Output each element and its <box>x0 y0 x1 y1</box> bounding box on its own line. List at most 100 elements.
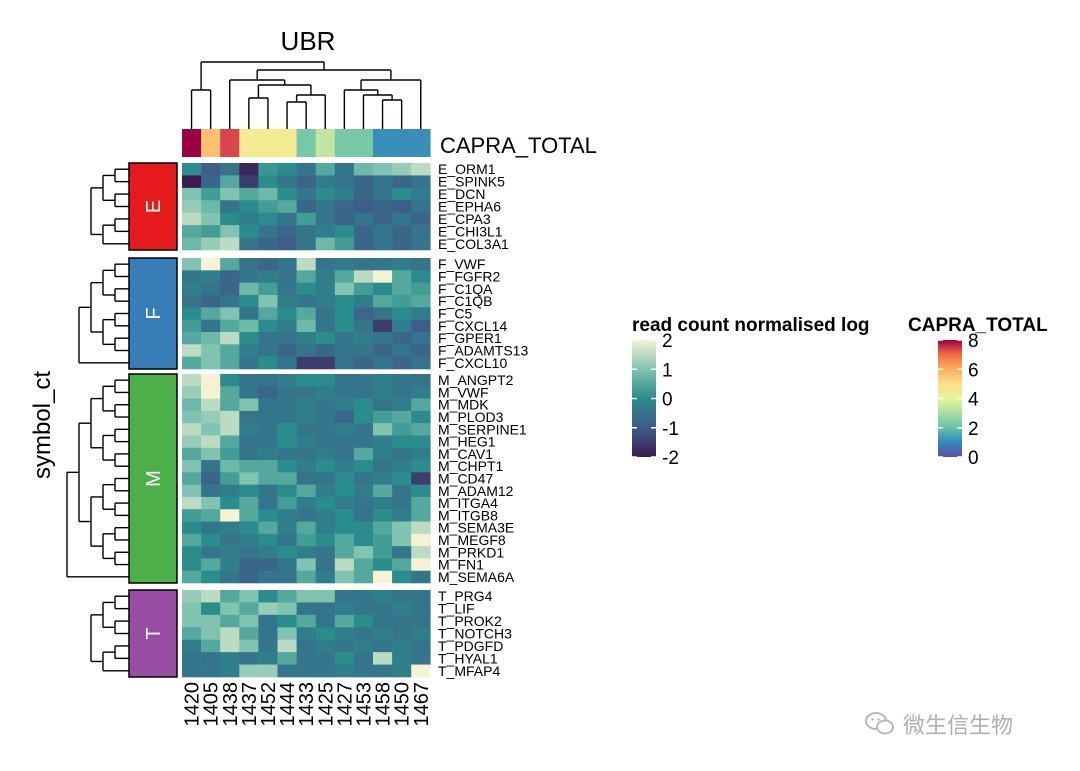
heat-cell <box>411 472 431 485</box>
group-block <box>128 589 178 678</box>
heat-cell <box>258 319 278 333</box>
heat-cell <box>220 664 240 678</box>
heat-cell <box>353 484 374 498</box>
heat-cell <box>182 614 202 628</box>
heat-cell <box>411 602 431 616</box>
heat-cell <box>373 258 393 271</box>
heat-cell <box>182 398 202 412</box>
heat-cell <box>353 332 374 345</box>
heat-cell <box>182 627 202 641</box>
heat-cell <box>411 212 431 226</box>
heat-cell <box>182 558 202 572</box>
heat-cell <box>277 533 297 547</box>
heat-cell <box>315 212 336 226</box>
heat-cell <box>315 627 336 641</box>
heat-cell <box>258 533 278 547</box>
heat-cell <box>392 570 412 584</box>
heat-cell <box>296 423 316 436</box>
heat-cell <box>315 386 336 399</box>
heat-cell <box>296 447 316 461</box>
heat-cell <box>296 237 316 251</box>
row-label: E_CHI3L1 <box>438 223 503 239</box>
heat-cell <box>353 163 374 176</box>
heat-cell <box>220 163 240 176</box>
heat-cell <box>392 258 412 271</box>
heat-cell <box>373 558 393 572</box>
heat-cell <box>411 521 431 535</box>
heat-cell <box>334 533 355 547</box>
row-dendrogram <box>66 168 129 672</box>
heat-cell <box>411 664 431 678</box>
heat-cell <box>373 652 393 665</box>
heat-cell <box>334 460 355 473</box>
row-label: E_COL3A1 <box>438 236 509 252</box>
heat-cell <box>392 521 412 535</box>
heat-cell <box>201 590 221 603</box>
heat-cell <box>315 237 336 251</box>
heat-cell <box>353 639 374 653</box>
heat-cell <box>296 200 316 214</box>
heat-cell <box>277 509 297 522</box>
heat-cell <box>315 332 336 345</box>
heat-cell <box>239 484 259 498</box>
heat-cell <box>277 344 297 357</box>
heat-cell <box>296 270 316 283</box>
heat-cell <box>392 509 412 522</box>
heat-cell <box>201 423 221 436</box>
capra-cell <box>392 129 412 157</box>
heat-cell <box>315 423 336 436</box>
heat-cell <box>411 533 431 547</box>
heat-cell <box>315 558 336 572</box>
heat-cell <box>334 602 355 616</box>
heat-cell <box>239 602 259 616</box>
row-label: T_PDGFD <box>438 638 503 654</box>
heat-cell <box>373 627 393 641</box>
row-label: F_C1QA <box>438 281 493 297</box>
row-label: F_CXCL14 <box>438 318 507 334</box>
heat-cell <box>373 484 393 498</box>
heat-cell <box>296 386 316 399</box>
heat-cell <box>182 423 202 436</box>
heat-cell <box>239 187 259 201</box>
wechat-icon <box>865 712 894 735</box>
heat-cell <box>220 602 240 616</box>
heat-cell <box>258 590 278 603</box>
heat-cell <box>411 484 431 498</box>
heat-cell <box>182 356 202 370</box>
heat-cell <box>239 398 259 412</box>
heat-cell <box>296 546 316 559</box>
heat-cell <box>201 374 221 387</box>
heat-cell <box>201 447 221 461</box>
heat-cell <box>334 374 355 387</box>
heat-cell <box>392 225 412 238</box>
column-dendrogram <box>190 61 422 129</box>
heat-cell <box>239 175 259 189</box>
heat-cell <box>239 200 259 214</box>
heat-cell <box>392 163 412 176</box>
heat-cell <box>220 270 240 283</box>
heat-cell <box>258 509 278 522</box>
heat-cell <box>296 570 316 584</box>
heat-cell <box>373 175 393 189</box>
heat-cell <box>201 200 221 214</box>
heat-cell <box>182 200 202 214</box>
heat-cell <box>220 472 240 485</box>
heat-cell <box>315 639 336 653</box>
heat-cell <box>334 282 355 296</box>
heat-cell <box>334 447 355 461</box>
heat-cell <box>373 307 393 320</box>
heat-cell <box>258 282 278 296</box>
column-label: 1467 <box>411 682 433 727</box>
legend-tick-label: 0 <box>662 390 673 411</box>
heat-cell <box>315 546 336 559</box>
heat-cell <box>334 435 355 449</box>
heat-cell <box>373 282 393 296</box>
heat-cell <box>239 319 259 333</box>
row-label: M_SEMA6A <box>438 569 515 585</box>
heat-cell <box>182 496 202 510</box>
heat-cell <box>201 212 221 226</box>
heat-cell <box>411 558 431 572</box>
heat-cell <box>373 533 393 547</box>
heat-cell <box>258 237 278 251</box>
heat-cell <box>411 410 431 424</box>
